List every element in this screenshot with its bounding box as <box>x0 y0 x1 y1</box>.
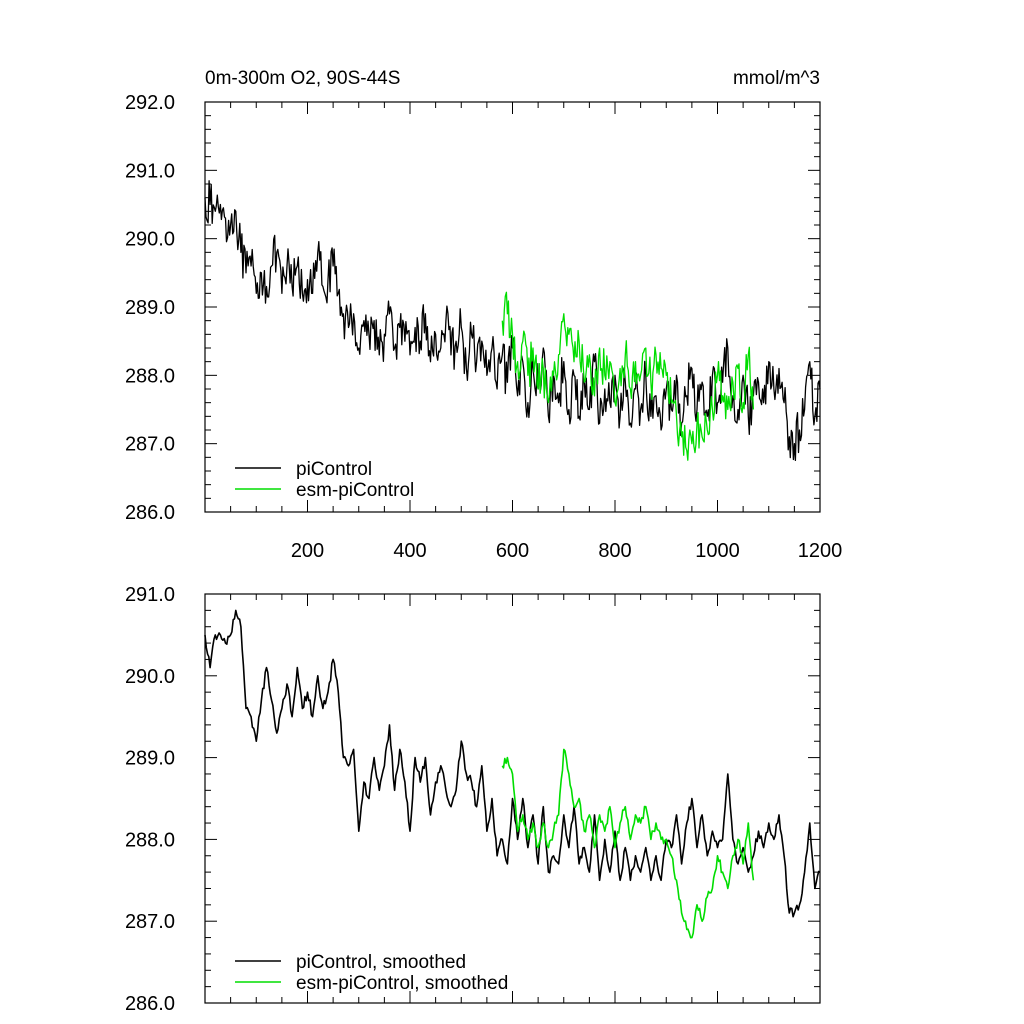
panel-top: 0m-300m O2, 90S-44S mmol/m^3 286.0287.02… <box>125 68 842 562</box>
x-tick-label: 1000 <box>695 540 740 562</box>
y-tick-label: 290.0 <box>125 666 175 688</box>
y-tick-label: 290.0 <box>125 229 175 251</box>
series-line-esm-picontrol <box>501 291 755 461</box>
y-tick-label: 286.0 <box>125 502 175 524</box>
series-line-picontrol-smoothed <box>204 609 821 918</box>
x-tick-label: 400 <box>393 540 426 562</box>
y-tick-label: 288.0 <box>125 829 175 851</box>
panel-bottom-legend: piControl, smoothed esm-piControl, smoot… <box>235 952 508 994</box>
y-tick-label: 287.0 <box>125 911 175 933</box>
series-line-esm-picontrol-smoothed <box>501 748 755 939</box>
x-tick-label: 1200 <box>798 540 843 562</box>
panel-top-x-axis: 200 400 600 800 1000 1200 <box>230 102 843 562</box>
panel-top-y-axis: 286.0 287.0 288.0 289.0 290.0 291.0 292.0 <box>125 92 820 524</box>
panel-bottom: 286.0 287.0 288.0 289.0 290.0 291.0 piControl… <box>125 584 821 1015</box>
panel-top-title-left: 0m-300m O2, 90S-44S <box>205 68 400 89</box>
panel-top-frame <box>204 101 821 513</box>
panel-bottom-frame <box>204 593 821 1004</box>
y-tick-label: 292.0 <box>125 92 175 114</box>
legend-label-esm-picontrol-smoothed: esm-piControl, smoothed <box>296 973 508 994</box>
panel-top-series <box>204 180 821 462</box>
panel-top-title-right: mmol/m^3 <box>733 68 820 89</box>
panel-bottom-x-axis <box>230 594 821 1003</box>
legend-label-picontrol: piControl <box>296 459 372 480</box>
y-tick-label: 289.0 <box>125 748 175 770</box>
y-tick-label: 291.0 <box>125 584 175 606</box>
x-tick-label: 800 <box>598 540 631 562</box>
y-tick-label: 288.0 <box>125 365 175 387</box>
y-tick-label: 286.0 <box>125 993 175 1015</box>
panel-top-legend: piControl esm-piControl <box>235 459 414 501</box>
y-tick-label: 289.0 <box>125 297 175 319</box>
y-tick-label: 291.0 <box>125 160 175 182</box>
x-tick-label: 200 <box>291 540 324 562</box>
legend-label-esm-picontrol: esm-piControl <box>296 480 414 501</box>
y-tick-label: 287.0 <box>125 434 175 456</box>
legend-label-picontrol-smoothed: piControl, smoothed <box>296 952 466 973</box>
panel-bottom-series <box>204 609 821 939</box>
x-tick-label: 600 <box>496 540 529 562</box>
